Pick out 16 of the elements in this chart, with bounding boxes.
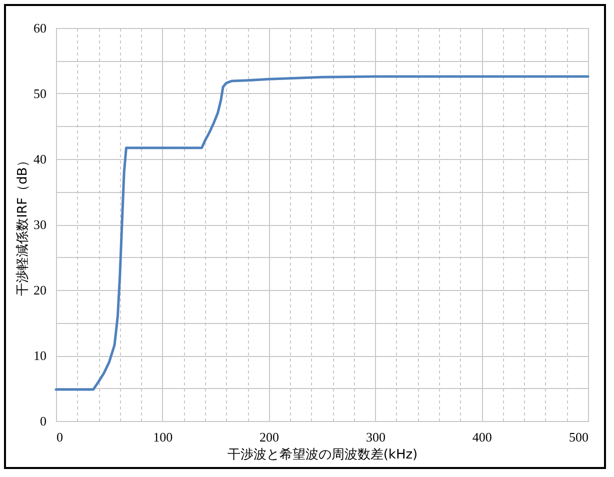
- y-tick-label: 30: [34, 217, 46, 232]
- y-tick-label: 40: [34, 152, 46, 166]
- y-tick-label: 50: [34, 86, 46, 101]
- y-tick-label: 20: [34, 282, 46, 298]
- x-tick-label: 300: [366, 430, 386, 444]
- y-tick-label: 60: [34, 20, 46, 36]
- y-tick-label: 10: [34, 348, 46, 363]
- x-tick-label: 100: [153, 430, 173, 444]
- x-tick-label: 200: [260, 430, 280, 444]
- x-tick-label: 0: [56, 430, 63, 444]
- y-axis-title: 干渉軽減係数IRF（dB）: [16, 154, 30, 296]
- y-tick-label: 0: [40, 414, 46, 428]
- x-axis-title: 干渉波と希望波の周波数差(kHz): [227, 448, 418, 462]
- x-tick-label: 400: [472, 430, 492, 444]
- line-series: [54, 75, 590, 391]
- x-tick-label: 500: [569, 430, 588, 444]
